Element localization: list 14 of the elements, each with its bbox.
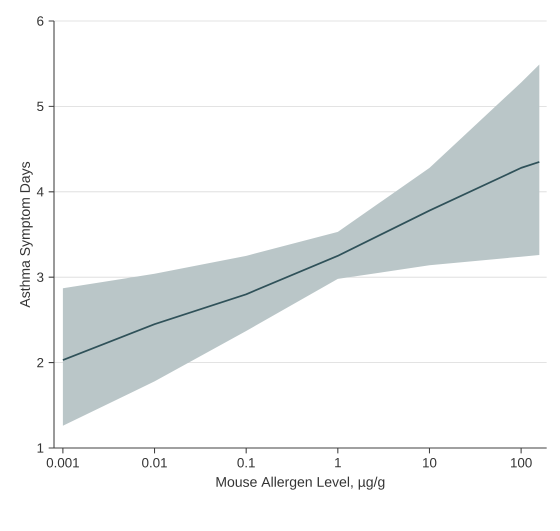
x-tick-label: 100	[511, 458, 532, 468]
x-axis-title: Mouse Allergen Level, µg/g	[216, 476, 384, 490]
x-tick-label: 0.01	[142, 458, 167, 468]
y-tick-label: 2	[37, 358, 44, 368]
y-tick-label: 1	[38, 443, 44, 453]
x-tick-label: 0.1	[237, 458, 255, 468]
x-tick-label: 10	[423, 458, 436, 468]
y-tick-label: 3	[37, 272, 44, 282]
y-tick-label: 6	[37, 16, 44, 26]
x-tick-label: 0.001	[46, 458, 79, 468]
x-tick-label: 1	[335, 458, 341, 468]
y-tick-label: 5	[37, 102, 44, 112]
y-tick-label: 4	[36, 187, 44, 196]
y-axis-title: Asthma Symptom Days	[20, 162, 33, 308]
